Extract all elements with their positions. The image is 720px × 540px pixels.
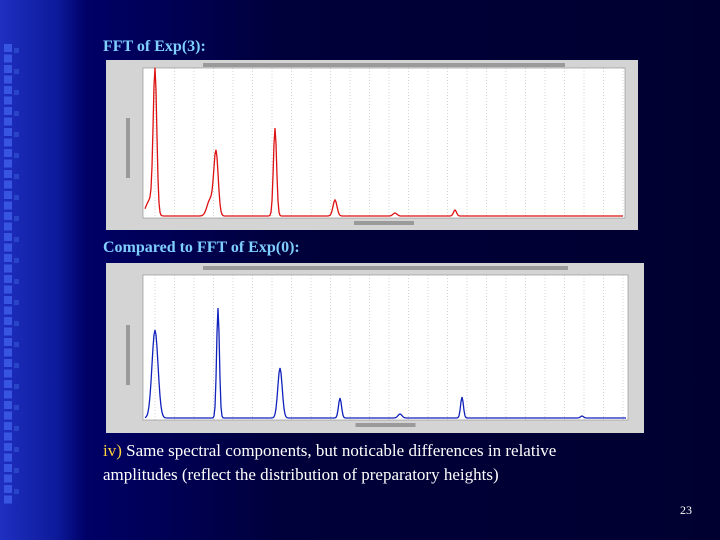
decor-square [4,191,12,199]
decor-square [4,107,12,115]
decor-square [4,453,12,462]
decor-square [14,216,19,221]
decor-square [4,338,12,346]
decor-square [4,254,12,262]
decor-square [4,380,12,388]
decor-square [14,447,19,452]
decor-square [14,69,19,74]
decor-square [14,300,19,305]
decor-square [14,48,19,53]
spectrum-line [144,307,626,419]
decor-square [4,390,12,399]
decor-square [14,489,19,494]
body-line: Same spectral components, but noticable … [121,441,557,460]
decor-square [4,432,12,441]
decor-square [14,384,19,389]
ylabel-strip [126,325,130,385]
plot-area [142,67,626,219]
xlabel-strip [354,221,414,225]
decor-square [14,426,19,431]
decor-square [4,233,12,241]
decor-square [4,128,12,136]
decor-square [4,422,12,430]
plot-area [142,274,629,421]
decor-square [4,401,12,409]
decor-square [4,201,12,210]
decor-square [4,117,12,126]
body-text: iv) Same spectral components, but notica… [103,439,703,487]
decor-square [4,485,12,493]
page-number: 23 [680,503,692,517]
decor-square [4,75,12,84]
decor-square [4,222,12,231]
decor-square [14,195,19,200]
decor-square [4,212,12,220]
decor-square [4,495,12,504]
decor-square [4,464,12,472]
item-label: iv) [103,441,122,460]
decor-square [4,348,12,357]
decor-square [4,54,12,63]
decor-square [14,174,19,179]
decor-square [4,275,12,283]
decor-square [4,443,12,451]
decor-square [14,321,19,326]
decor-square [4,170,12,178]
spectrum-line [144,67,623,217]
decor-square [14,258,19,263]
decor-square [4,86,12,94]
decor-square [4,44,12,52]
decor-square [4,359,12,367]
body-line: amplitudes (reflect the distribution of … [103,465,499,484]
decor-square [4,411,12,420]
decor-square [14,111,19,116]
decor-square [14,405,19,410]
decor-square [4,317,12,325]
decor-square [4,474,12,483]
decor-square [4,327,12,336]
decor-square [14,153,19,158]
decor-square [4,306,12,315]
decor-square [4,264,12,273]
decor-square [4,285,12,294]
decor-square [14,363,19,368]
decor-square [14,468,19,473]
decor-square [14,90,19,95]
ylabel-strip [126,118,130,178]
decor-square [4,243,12,252]
xlabel-strip [355,423,416,427]
heading: FFT of Exp(3): [103,38,206,55]
decor-square [14,279,19,284]
decor-square [14,132,19,137]
decor-square [4,65,12,73]
heading: Compared to FFT of Exp(0): [103,239,300,256]
decor-square [4,149,12,157]
decor-square [4,159,12,168]
decor-square [4,138,12,147]
decor-square [4,180,12,189]
title-strip [203,63,565,67]
decor-square [14,342,19,347]
title-strip [203,266,568,270]
decor-square [4,369,12,378]
decor-square [14,237,19,242]
decor-square [4,296,12,304]
decor-square [4,96,12,105]
